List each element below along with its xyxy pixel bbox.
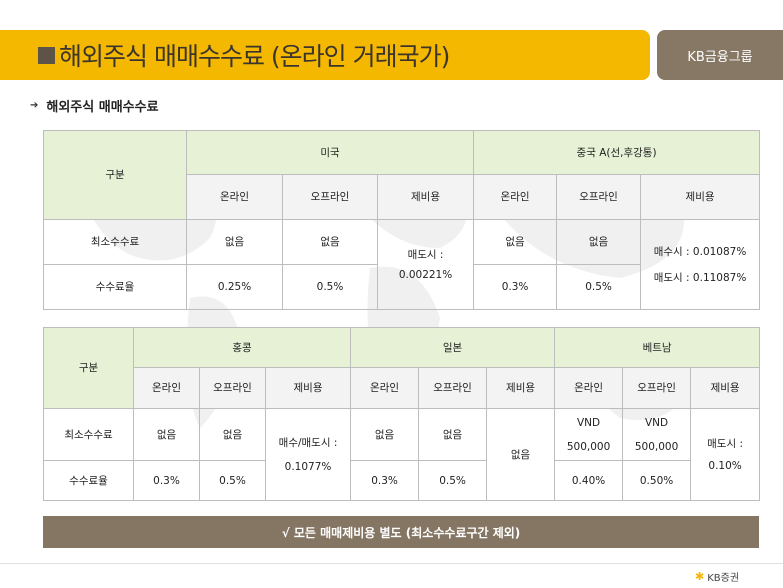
header-country-china: 중국 A(선,후강통): [473, 130, 761, 175]
title-bar: 해외주식 매매수수료 (온라인 거래국가): [0, 30, 650, 80]
header-extra: 제비용: [486, 367, 556, 409]
cell-us-extra: 매도시 : 0.00221%: [376, 219, 475, 310]
brand-logo: KB금융그룹: [657, 30, 783, 80]
cell-vn-min-online-line1: VND: [577, 416, 601, 429]
cell-vn-extra-line1: 매도시 :: [707, 437, 743, 450]
cell-hk-rate-offline: 0.5%: [199, 460, 266, 501]
header-gubun: 구분: [43, 130, 187, 220]
cell-vn-rate-online: 0.40%: [554, 460, 624, 501]
header-country-us: 미국: [185, 130, 475, 175]
footer-logo: ✱ KB증권: [695, 569, 739, 584]
header-offline: 오프라인: [418, 367, 488, 409]
cell-us-rate-offline: 0.5%: [282, 264, 378, 310]
cell-cn-extra: 매수시 : 0.01087% 매도시 : 0.11087%: [640, 219, 761, 310]
cell-vn-min-offline-line2: 500,000: [634, 440, 679, 453]
header-online: 온라인: [186, 174, 283, 220]
cell-cn-rate-offline: 0.5%: [556, 264, 642, 310]
header-country-hongkong: 홍콩: [132, 327, 352, 368]
cell-hk-min-online: 없음: [133, 408, 200, 461]
cell-vn-extra-line2: 0.10%: [708, 459, 742, 472]
header-extra: 제비용: [640, 174, 761, 220]
cell-hk-min-offline: 없음: [199, 408, 266, 461]
cell-vn-min-online: VND 500,000: [554, 408, 624, 461]
header-offline: 오프라인: [199, 367, 266, 409]
header-online: 온라인: [473, 174, 558, 220]
cell-us-extra-line2: 0.00221%: [398, 268, 453, 281]
header-country-japan: 일본: [350, 327, 556, 368]
note-text: √ 모든 매매제비용 별도 (최소수수료구간 제외): [281, 525, 521, 540]
cell-jp-rate-online: 0.3%: [350, 460, 420, 501]
cell-hk-extra: 매수/매도시 : 0.1077%: [264, 408, 352, 501]
cell-vn-rate-offline: 0.50%: [622, 460, 692, 501]
section-heading: ➔ 해외주식 매매수수료: [30, 96, 159, 115]
cell-us-rate-online: 0.25%: [186, 264, 283, 310]
title-square-icon: [38, 46, 55, 64]
cell-cn-min-offline: 없음: [556, 219, 642, 265]
header-extra: 제비용: [376, 174, 475, 220]
header-online: 온라인: [554, 367, 624, 409]
header-offline: 오프라인: [622, 367, 692, 409]
fee-table-hk-jp-vn: 구분 홍콩 일본 베트남 온라인 오프라인 제비용 온라인 오프라인 제비용 온…: [43, 327, 761, 501]
footer-brand-label: KB증권: [707, 573, 740, 584]
cell-vn-min-offline: VND 500,000: [622, 408, 692, 461]
header-online: 온라인: [133, 367, 200, 409]
header-online: 온라인: [350, 367, 420, 409]
cell-jp-min-online: 없음: [350, 408, 420, 461]
cell-vn-min-offline-line1: VND: [645, 416, 669, 429]
cell-vn-min-online-line2: 500,000: [566, 440, 611, 453]
fee-table-us-china: 구분 미국 중국 A(선,후강통) 온라인 오프라인 제비용 온라인 오프라인 …: [43, 130, 761, 310]
cell-hk-extra-line1: 매수/매도시 :: [278, 436, 338, 449]
cell-cn-extra-line2: 매도시 : 0.11087%: [653, 271, 747, 284]
cell-cn-extra-line1: 매수시 : 0.01087%: [653, 245, 747, 258]
cell-cn-min-online: 없음: [473, 219, 558, 265]
row-label-min-fee: 최소수수료: [43, 219, 187, 265]
header-gubun: 구분: [43, 327, 134, 409]
cell-us-min-offline: 없음: [282, 219, 378, 265]
cell-us-min-online: 없음: [186, 219, 283, 265]
row-label-min-fee: 최소수수료: [43, 408, 134, 461]
cell-hk-extra-line2: 0.1077%: [284, 460, 332, 473]
kb-star-icon: ✱: [695, 570, 705, 583]
cell-us-extra-line1: 매도시 :: [407, 248, 444, 261]
cell-jp-min-offline: 없음: [418, 408, 488, 461]
page-title: 해외주식 매매수수료 (온라인 거래국가): [59, 42, 450, 71]
arrow-bullet-icon: ➔: [30, 100, 39, 111]
row-label-rate: 수수료율: [43, 460, 134, 501]
cell-jp-rate-offline: 0.5%: [418, 460, 488, 501]
header-country-vietnam: 베트남: [554, 327, 761, 368]
cell-jp-extra: 없음: [486, 408, 556, 501]
header-extra: 제비용: [264, 367, 352, 409]
note-banner: √ 모든 매매제비용 별도 (최소수수료구간 제외): [43, 516, 759, 548]
cell-cn-rate-online: 0.3%: [473, 264, 558, 310]
header-offline: 오프라인: [282, 174, 378, 220]
header-offline: 오프라인: [556, 174, 642, 220]
cell-vn-extra: 매도시 : 0.10%: [690, 408, 761, 501]
section-title: 해외주식 매매수수료: [46, 100, 159, 115]
cell-hk-rate-online: 0.3%: [133, 460, 200, 501]
brand-label: KB금융그룹: [687, 49, 753, 65]
footer-divider: [0, 563, 783, 564]
row-label-rate: 수수료율: [43, 264, 187, 310]
header-extra: 제비용: [690, 367, 761, 409]
